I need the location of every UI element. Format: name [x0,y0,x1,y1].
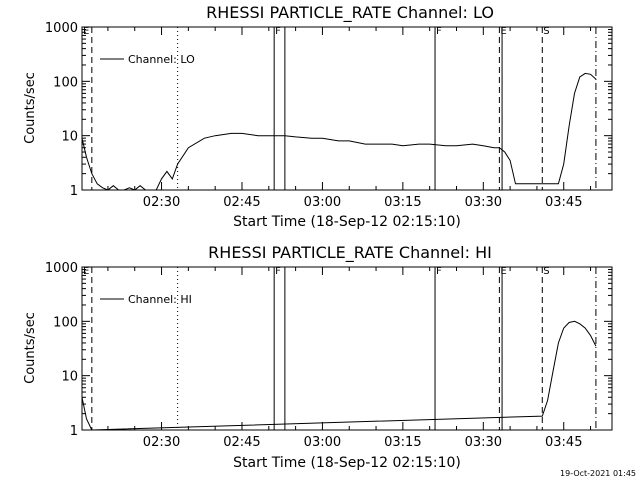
x-tick-label: 03:00 [304,435,341,450]
plot-frame [81,266,613,431]
x-tick-label: 02:45 [223,195,260,210]
x-tick-label: 02:45 [223,435,260,450]
x-axis-label: Start Time (18-Sep-12 02:15:10) [233,455,461,471]
panel-lo: RHESSI PARTICLE_RATE Channel: LO Start T… [23,3,613,230]
event-marker-label: F [436,266,442,277]
x-tick-label: 03:45 [545,195,582,210]
panel-hi: RHESSI PARTICLE_RATE Channel: HI Start T… [23,243,613,471]
x-tick-label: 03:15 [384,195,421,210]
y-tick-label: 1000 [45,261,78,276]
chart-title: RHESSI PARTICLE_RATE Channel: LO [206,3,494,23]
event-marker-label: E [83,266,89,277]
event-marker-label: E [500,26,506,37]
series-layer [81,72,597,191]
x-tick-label: 02:30 [143,195,180,210]
event-marker-label: F [275,266,281,277]
chart-title: RHESSI PARTICLE_RATE Channel: HI [208,243,492,263]
y-tick-label: 1 [70,424,78,439]
y-tick-label: 100 [53,315,78,330]
event-marker-label: E [500,266,506,277]
y-axis-label: Counts/sec [23,312,38,384]
event-marker-label: S [543,26,549,37]
y-ticks: 1 10 100 1000 [45,21,612,199]
x-tick-label: 03:30 [465,195,502,210]
legend-label: Channel: LO [128,53,195,66]
x-axis-label: Start Time (18-Sep-12 02:15:10) [233,214,461,230]
x-tick-label: 03:15 [384,435,421,450]
x-tick-label: 02:30 [143,435,180,450]
legend-label: Channel: HI [128,293,192,306]
event-marker-label: F [436,26,442,37]
x-ticks: 02:30 02:45 03:00 03:15 03:30 03:45 [107,27,592,210]
event-marker-label: E [83,26,89,37]
event-marker-label: F [275,26,281,37]
y-tick-label: 10 [61,370,78,385]
y-tick-label: 100 [53,75,78,90]
plot-frame [81,26,613,191]
x-ticks: 02:30 02:45 03:00 03:15 03:30 03:45 [107,267,592,450]
series-line [81,72,597,191]
legend: Channel: HI [100,293,192,306]
series-line [81,320,597,431]
y-ticks: 1 10 100 1000 [45,261,612,439]
series-layer [81,320,597,431]
event-marker-label: S [543,266,549,277]
timestamp: 19-Oct-2021 01:45 [560,469,636,478]
legend: Channel: LO [100,53,195,66]
x-tick-label: 03:00 [304,195,341,210]
y-tick-label: 10 [61,130,78,145]
y-axis-label: Counts/sec [23,72,38,144]
y-tick-label: 1000 [45,21,78,36]
x-tick-label: 03:30 [465,435,502,450]
x-tick-label: 03:45 [545,435,582,450]
y-tick-label: 1 [70,184,78,199]
